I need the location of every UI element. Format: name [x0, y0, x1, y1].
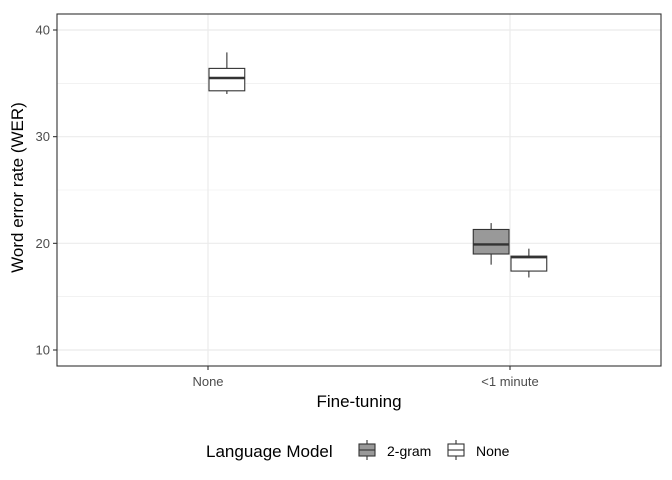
box-2-gram	[472, 223, 510, 265]
box-none	[510, 248, 548, 278]
grid-layer	[57, 14, 661, 366]
box-layer	[208, 52, 548, 278]
legend-title: Language Model	[206, 442, 333, 461]
box-body	[208, 67, 246, 92]
y-axis-title: Word error rate (WER)	[8, 102, 27, 273]
legend-key-2-gram	[358, 440, 376, 460]
legend-label: None	[476, 443, 510, 459]
y-tick-label: 40	[36, 23, 50, 38]
y-tick-label: 30	[36, 129, 50, 144]
x-tick-label: None	[192, 374, 223, 389]
x-axis: None <1 minute	[192, 366, 539, 389]
box-body	[472, 228, 510, 255]
y-axis: 10 20 30 40	[36, 23, 57, 358]
legend-key-none	[447, 440, 465, 460]
panel-border	[56, 13, 662, 367]
x-tick-label: <1 minute	[481, 374, 538, 389]
legend: Language Model 2-gram None	[206, 440, 510, 461]
y-tick-label: 10	[36, 343, 50, 358]
box-none	[208, 52, 246, 94]
legend-label: 2-gram	[387, 443, 431, 459]
y-tick-label: 20	[36, 236, 50, 251]
x-axis-title: Fine-tuning	[316, 392, 401, 411]
